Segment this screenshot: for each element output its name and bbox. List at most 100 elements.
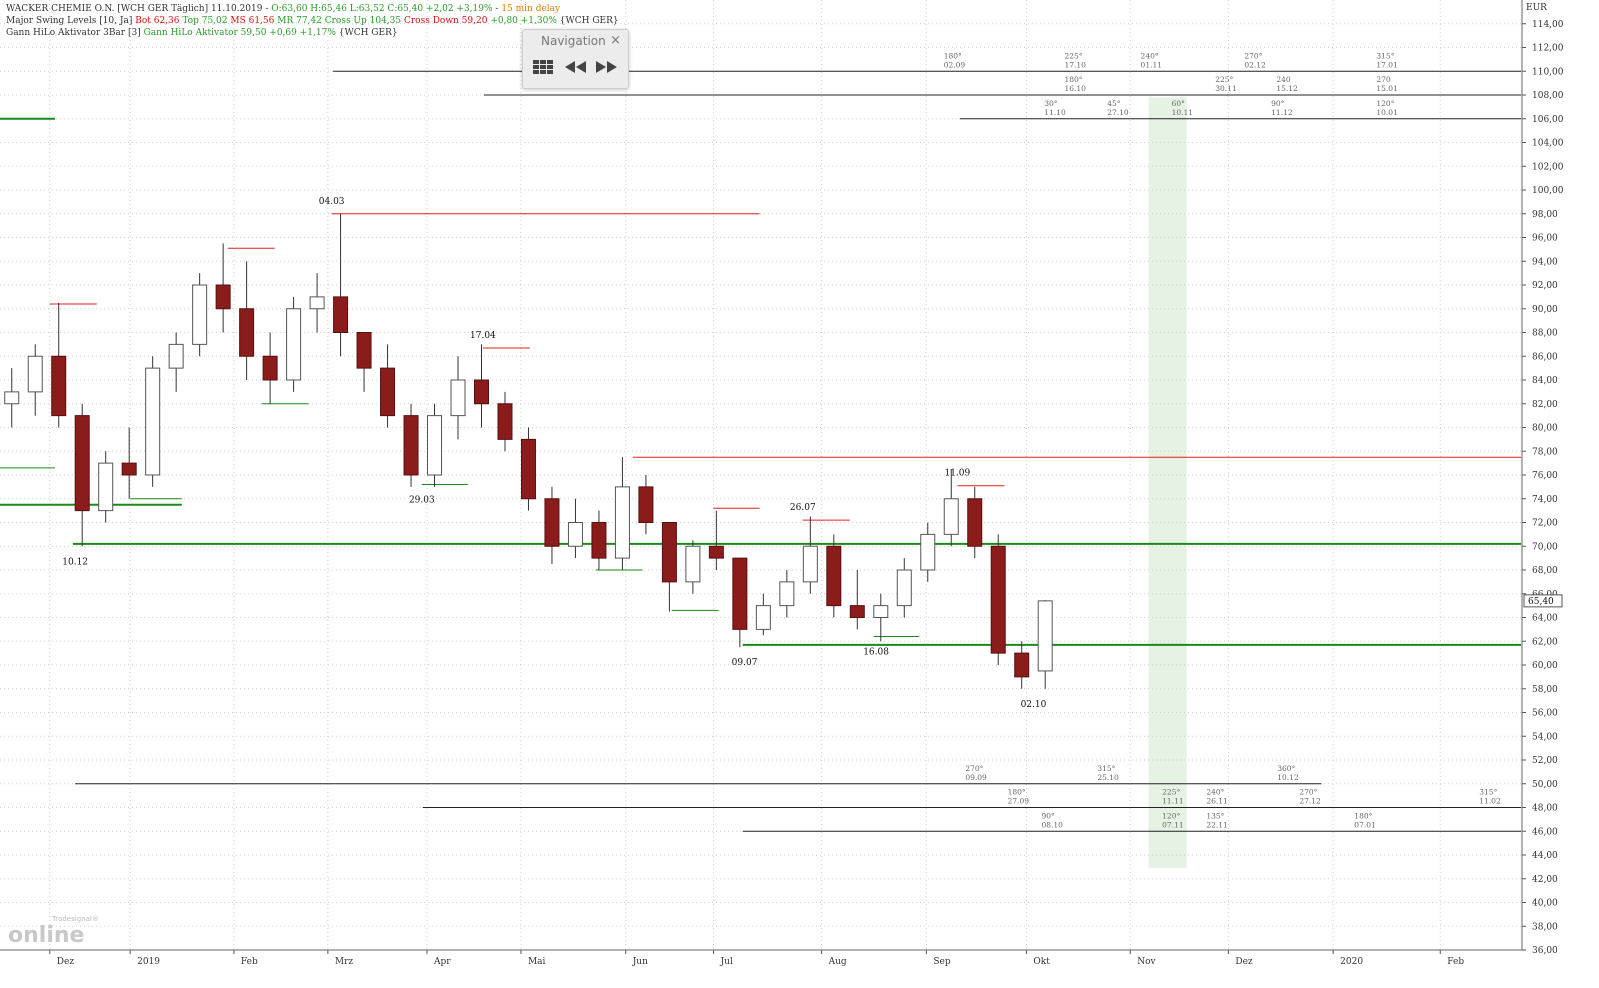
grid-button[interactable] xyxy=(533,60,553,74)
y-tick-label: 86,00 xyxy=(1532,352,1558,362)
candle-body xyxy=(356,332,372,369)
navigation-panel[interactable]: Navigation × xyxy=(522,29,629,89)
y-tick-label: 48,00 xyxy=(1532,804,1558,814)
gann-angle: 135° xyxy=(1206,811,1224,820)
candle-body xyxy=(168,343,184,369)
nav-icons xyxy=(533,60,617,74)
legend-line: Major Swing Levels [10, Ja] Bot 62,36 To… xyxy=(6,16,619,26)
x-tick-label: Dez xyxy=(1235,957,1253,967)
gann-date: 25.10 xyxy=(1097,773,1119,782)
swing-label: 04.03 xyxy=(319,197,345,207)
candle-body xyxy=(849,605,865,618)
x-tick-label: Apr xyxy=(433,957,451,967)
y-tick-label: 88,00 xyxy=(1532,329,1558,339)
x-tick-label: 2019 xyxy=(137,957,160,967)
candle-body xyxy=(121,462,137,476)
x-tick-label: Jun xyxy=(632,957,648,967)
legend-line: WACKER CHEMIE O.N. [WCH GER Täglich] 11.… xyxy=(6,4,561,14)
x-tick-label: Nov xyxy=(1137,957,1156,967)
legend-segment: MR 77,42 xyxy=(277,16,324,26)
gann-date: 15.01 xyxy=(1376,84,1397,93)
candle-body xyxy=(779,581,795,607)
legend-segment: Cross Down 59,20 xyxy=(404,16,490,26)
legend-segment: Gann HiLo Aktivator 59,50 +0,69 +1,17% xyxy=(144,28,337,38)
close-button[interactable]: × xyxy=(610,33,621,48)
legend-segment: Gann HiLo Aktivator 3Bar [3] xyxy=(6,28,144,38)
x-tick-label: Mrz xyxy=(335,957,354,967)
gann-date: 02.09 xyxy=(944,60,966,69)
gann-date: 16.10 xyxy=(1064,84,1086,93)
gann-date: 11.10 xyxy=(1044,108,1066,117)
y-tick-label: 46,00 xyxy=(1532,827,1558,837)
gann-angle: 60° xyxy=(1172,99,1186,108)
gann-date: 17.01 xyxy=(1376,60,1397,69)
candle-body xyxy=(802,545,818,583)
swing-label: 16.08 xyxy=(863,648,889,658)
candle-body xyxy=(239,308,255,357)
y-axis-label: EUR xyxy=(1526,3,1547,13)
gann-angle: 90° xyxy=(1041,811,1055,820)
gann-date: 02.12 xyxy=(1244,60,1266,69)
gann-angle: 120° xyxy=(1162,811,1180,820)
gann-date: 10.12 xyxy=(1277,773,1299,782)
y-tick-label: 62,00 xyxy=(1532,637,1558,647)
legend-line: Gann HiLo Aktivator 3Bar [3] Gann HiLo A… xyxy=(6,28,398,38)
x-tick-label: Jul xyxy=(720,957,733,967)
y-tick-label: 70,00 xyxy=(1532,542,1558,552)
gann-date: 30.11 xyxy=(1215,84,1236,93)
y-tick-label: 76,00 xyxy=(1532,471,1558,481)
candle-body xyxy=(755,605,771,630)
y-tick-label: 80,00 xyxy=(1532,424,1558,434)
y-tick-label: 60,00 xyxy=(1532,661,1558,671)
y-tick-label: 102,00 xyxy=(1532,162,1564,172)
gann-angle: 45° xyxy=(1107,99,1121,108)
swing-label: 11.09 xyxy=(944,469,970,479)
legend-segment: {WCH GER} xyxy=(336,28,398,38)
candle-body xyxy=(497,403,513,440)
back-button[interactable] xyxy=(565,61,586,73)
candle-body xyxy=(98,462,114,512)
gann-date: 11.11 xyxy=(1162,797,1183,806)
candle-body xyxy=(473,379,489,405)
legend-segment: {WCH GER} xyxy=(557,16,619,26)
gann-angle: 270° xyxy=(1299,788,1317,797)
gann-angle: 225° xyxy=(1064,51,1082,60)
gann-angle: 360° xyxy=(1277,764,1295,773)
legend-segment: Top 75,02 xyxy=(182,16,230,26)
legend-segment: MS 61,56 xyxy=(230,16,277,26)
gann-angle: 225° xyxy=(1162,788,1180,797)
candle-body xyxy=(990,545,1006,654)
candle-body xyxy=(826,545,842,607)
gann-date: 27.12 xyxy=(1299,797,1321,806)
gann-date: 26.11 xyxy=(1206,797,1227,806)
gann-angle: 240° xyxy=(1141,51,1159,60)
candle-body xyxy=(403,415,419,476)
gann-angle: 270° xyxy=(965,764,983,773)
y-tick-label: 68,00 xyxy=(1532,566,1558,576)
x-tick-label: Aug xyxy=(828,957,847,967)
y-tick-label: 50,00 xyxy=(1532,780,1558,790)
gann-angle: 315° xyxy=(1097,764,1115,773)
y-tick-label: 72,00 xyxy=(1532,519,1558,529)
candle-body xyxy=(380,367,396,417)
gann-angle: 240 xyxy=(1276,75,1291,84)
price-tag-label: 65,40 xyxy=(1528,597,1554,607)
gann-angle: 270° xyxy=(1244,51,1262,60)
y-tick-label: 110,00 xyxy=(1532,67,1564,77)
candle-body xyxy=(215,284,231,310)
price-tag xyxy=(1523,594,1563,608)
candle-body xyxy=(896,569,912,607)
forward-button[interactable] xyxy=(596,61,617,73)
candle-body xyxy=(661,522,677,583)
y-tick-label: 56,00 xyxy=(1532,709,1558,719)
gann-date: 07.01 xyxy=(1354,820,1375,829)
gann-date: 07.11 xyxy=(1162,820,1183,829)
y-tick-label: 84,00 xyxy=(1532,376,1558,386)
logo-big: online xyxy=(8,923,84,948)
candle-body xyxy=(1037,600,1053,672)
gann-angle: 120° xyxy=(1376,99,1394,108)
legend-segment: - xyxy=(493,4,502,14)
x-tick-label: Okt xyxy=(1033,957,1050,967)
y-tick-label: 58,00 xyxy=(1532,685,1558,695)
gann-date: 27.10 xyxy=(1107,108,1129,117)
